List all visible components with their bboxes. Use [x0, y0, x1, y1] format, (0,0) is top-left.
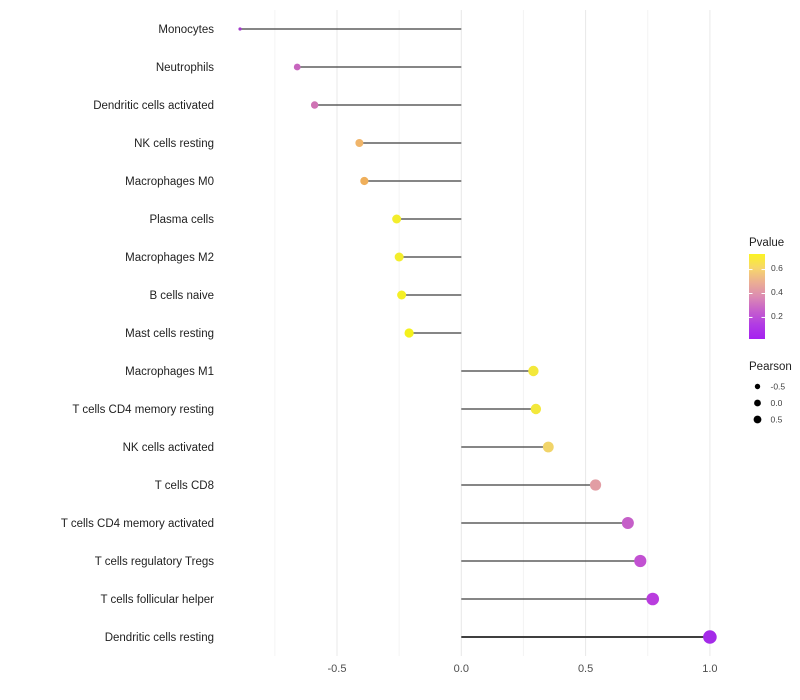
lollipop-row: T cells CD4 memory resting: [72, 403, 542, 416]
lollipop-row: NK cells resting: [134, 138, 462, 150]
x-tick-label: 1.0: [702, 663, 717, 675]
lollipop-row: B cells naive: [149, 290, 462, 302]
lollipop-dot: [646, 592, 660, 606]
pvalue-colorbar-ticks: [749, 269, 765, 318]
lollipop-dot: [404, 328, 414, 338]
category-label: T cells CD4 memory resting: [72, 404, 214, 416]
lollipop-row: NK cells activated: [123, 441, 554, 454]
category-label: Macrophages M2: [125, 252, 214, 264]
pearson-size-label: 0.0: [771, 398, 783, 408]
lollipop-dot: [310, 101, 319, 109]
pearson-size-dot: [754, 383, 761, 390]
category-label: Dendritic cells resting: [105, 632, 214, 644]
lollipop-dot: [634, 554, 647, 568]
category-label: B cells naive: [149, 290, 214, 302]
lollipop-dot: [589, 479, 602, 491]
lollipop-row: T cells CD8: [155, 479, 602, 492]
pvalue-colorbar: [749, 254, 765, 339]
lollipop-row: Dendritic cells activated: [93, 100, 462, 112]
pearson-legend: Pearson -0.5 0.0 0.5: [749, 361, 792, 425]
pearson-size-label: -0.5: [771, 382, 786, 392]
category-label: Neutrophils: [156, 62, 214, 74]
category-label: NK cells activated: [123, 442, 214, 454]
category-label: Plasma cells: [149, 214, 214, 226]
pearson-size-dot: [753, 415, 762, 424]
pvalue-tick-label: 0.4: [771, 287, 783, 297]
lollipop-row: Monocytes: [158, 24, 462, 36]
category-label: T cells follicular helper: [100, 594, 214, 606]
x-tick-label: -0.5: [328, 663, 347, 675]
pearson-size-label: 0.5: [771, 415, 783, 425]
pearson-size-dot: [754, 399, 761, 407]
lollipop-row: T cells follicular helper: [100, 592, 660, 606]
lollipop-row: Mast cells resting: [125, 328, 462, 340]
lollipop-dot: [293, 63, 301, 71]
lollipop-rows: Monocytes Neutrophils Dendritic cells acti…: [61, 24, 717, 644]
pvalue-tick-label: 0.2: [771, 311, 783, 321]
category-label: T cells CD4 memory activated: [61, 518, 214, 530]
lollipop-dot: [703, 630, 717, 644]
category-label: T cells regulatory Tregs: [95, 556, 215, 568]
category-label: Macrophages M0: [125, 176, 214, 188]
lollipop-dot: [530, 403, 542, 415]
lollipop-dot: [355, 139, 364, 147]
pvalue-tick-label: 0.6: [771, 263, 783, 273]
x-axis: -0.5 0.0 0.5 1.0: [328, 663, 718, 675]
lollipop-dot: [528, 365, 539, 377]
pvalue-legend: Pvalue 0.6 0.4 0.2: [749, 237, 784, 339]
lollipop-row: Plasma cells: [149, 214, 462, 226]
lollipop-dot: [542, 441, 554, 453]
lollipop-row: T cells CD4 memory activated: [61, 517, 634, 530]
category-label: Monocytes: [158, 24, 214, 36]
x-tick-label: 0.0: [454, 663, 469, 675]
lollipop-dot: [394, 252, 404, 262]
lollipop-row: T cells regulatory Tregs: [95, 554, 647, 568]
pearson-legend-title: Pearson: [749, 361, 792, 373]
lollipop-dot: [392, 214, 402, 224]
category-label: T cells CD8: [155, 480, 214, 492]
category-label: NK cells resting: [134, 138, 214, 150]
lollipop-row: Dendritic cells resting: [105, 630, 717, 644]
category-label: Mast cells resting: [125, 328, 214, 340]
pvalue-legend-title: Pvalue: [749, 237, 784, 249]
category-label: Macrophages M1: [125, 366, 214, 378]
lollipop-dot: [621, 517, 634, 529]
lollipop-row: Macrophages M1: [125, 365, 539, 378]
lollipop-dot: [360, 176, 369, 186]
lollipop-dot: [397, 290, 407, 300]
lollipop-dot: [238, 27, 242, 31]
lollipop-row: Neutrophils: [156, 62, 462, 74]
category-label: Dendritic cells activated: [93, 100, 214, 112]
x-tick-label: 0.5: [578, 663, 593, 675]
lollipop-row: Macrophages M0: [125, 176, 462, 188]
lollipop-row: Macrophages M2: [125, 252, 462, 264]
